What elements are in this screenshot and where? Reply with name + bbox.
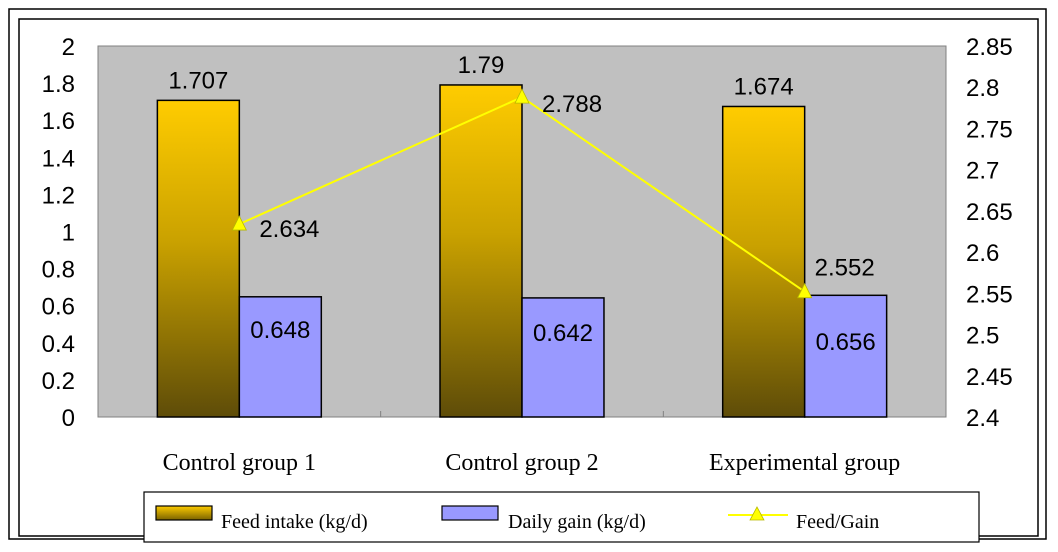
left-axis-tick-label: 0.6 [42,294,75,321]
left-axis-tick-label: 1.8 [42,71,75,98]
right-axis-tick-label: 2.65 [966,199,1013,226]
legend-marker-feed-gain [749,506,765,521]
bar-feed-intake [439,84,523,418]
data-label-feed-gain: 2.788 [542,91,602,118]
right-axis-tick-label: 2.45 [966,364,1013,391]
right-axis-tick-label: 2.6 [966,240,999,267]
legend-swatch-feed-intake [155,505,213,521]
x-axis-category-label: Control group 1 [163,450,316,476]
right-axis-tick-label: 2.55 [966,281,1013,308]
legend-label-daily-gain: Daily gain (kg/d) [508,511,646,533]
data-label-feed-intake: 1.674 [734,73,794,100]
data-label-daily-gain: 0.648 [250,317,310,344]
x-axis-category-label: Experimental group [709,450,900,476]
data-label-daily-gain: 0.656 [816,329,876,356]
data-label-feed-intake: 1.79 [458,52,505,79]
data-label-feed-gain: 2.552 [815,255,875,282]
legend-box [143,491,980,543]
x-axis-category-label: Control group 2 [445,450,598,476]
marker-feed-gain [231,215,247,231]
right-axis-tick-label: 2.85 [966,34,1013,61]
marker-feed-gain [797,282,813,299]
left-axis-tick-label: 2 [62,34,75,61]
legend-label-feed-intake: Feed intake (kg/d) [221,511,368,533]
data-label-feed-intake: 1.707 [168,67,228,94]
right-axis-tick-label: 2.4 [966,405,999,432]
right-axis-tick-label: 2.8 [966,75,999,102]
left-axis-tick-label: 0.4 [42,331,75,358]
legend-label-feed-gain: Feed/Gain [796,511,879,533]
marker-feed-gain [514,88,530,104]
left-axis-tick-label: 1.4 [42,145,75,172]
left-axis-tick-label: 1.6 [42,108,75,135]
left-axis-tick-label: 1.2 [42,182,75,209]
left-axis-tick-label: 0.2 [42,368,75,395]
data-label-feed-gain: 2.634 [259,216,319,243]
left-axis-tick-label: 0.8 [42,257,75,284]
bar-daily-gain [521,297,605,418]
left-axis-tick-label: 1 [62,220,75,247]
bar-daily-gain [238,296,323,418]
bar-feed-intake [156,99,241,418]
legend-swatch-daily-gain [441,505,499,521]
right-axis-tick-label: 2.75 [966,116,1013,143]
right-axis-tick-label: 2.5 [966,323,999,350]
bar-daily-gain [803,294,888,418]
data-label-daily-gain: 0.642 [533,320,593,347]
left-axis-tick-label: 0 [62,405,75,432]
right-axis-tick-label: 2.7 [966,158,999,185]
bar-feed-intake [721,105,806,418]
